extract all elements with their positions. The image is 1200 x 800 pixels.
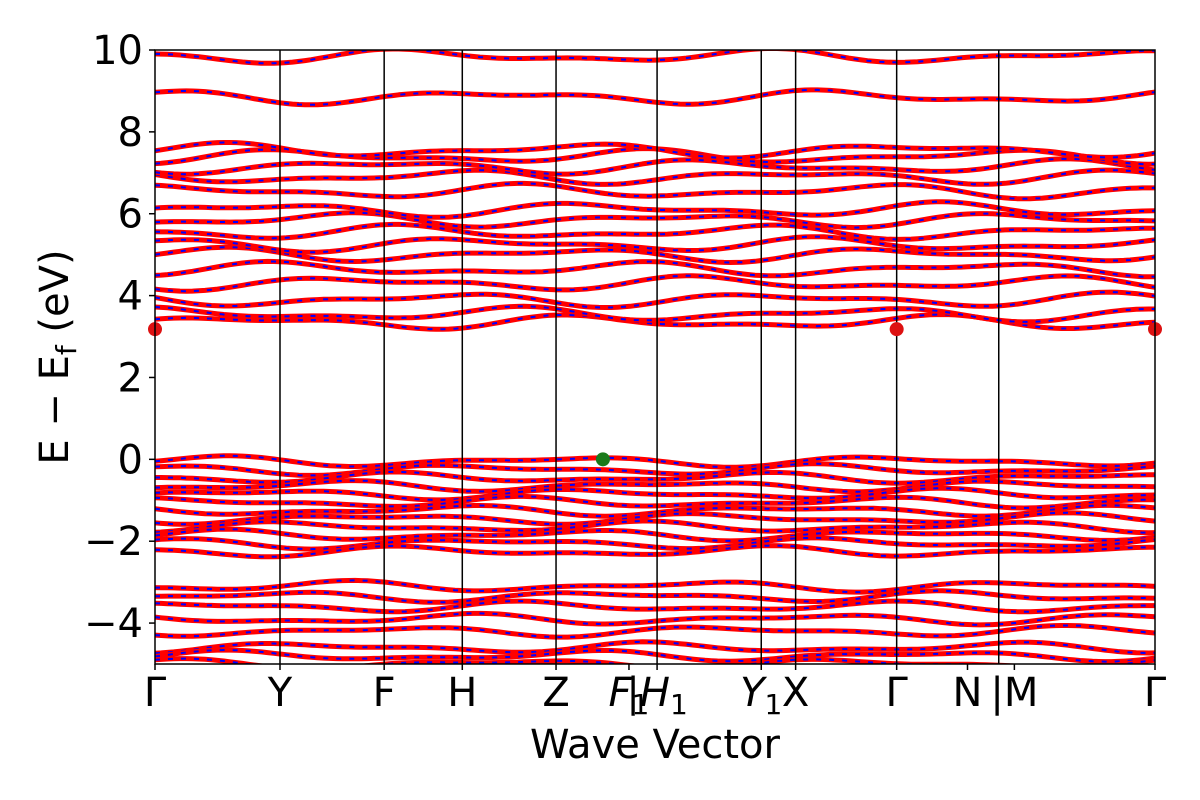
band-dash-c11 — [155, 169, 1155, 186]
band-dash-c8 — [155, 211, 1155, 229]
band-dash-v5 — [155, 495, 1155, 510]
y-axis-label: E − Ef (eV) — [32, 249, 83, 464]
y-tick-label-2: 0 — [118, 437, 143, 483]
band-dash-c1 — [155, 305, 1155, 323]
band-dash-v10 — [155, 536, 1155, 551]
band-dash-v8 — [155, 520, 1155, 534]
band-v18 — [155, 647, 1155, 664]
band-dash-v15 — [155, 612, 1155, 626]
x-axis-ticks: Γ Y F H Z F1|H1 Y1 X Γ N |M Γ — [144, 664, 1167, 721]
band-dash-c14 — [155, 141, 1155, 160]
band-c8 — [155, 210, 1155, 231]
y-tick-label-3: 2 — [118, 355, 143, 401]
band-c15 — [155, 87, 1155, 108]
band-c11 — [155, 167, 1155, 187]
y-tick-label-0: −4 — [84, 601, 143, 647]
band-dash-c2 — [155, 291, 1155, 309]
band-dash-v12 — [155, 579, 1155, 594]
x-tick-label-5: F1 — [609, 670, 650, 721]
band-dash-c10 — [155, 182, 1155, 200]
x-tick-label-2: F — [373, 670, 396, 716]
high-symmetry-lines — [279, 50, 1000, 664]
band-dash-c12 — [155, 157, 1155, 176]
x-tick-label-1: Y — [267, 670, 293, 716]
x-tick-label-7: Y1 — [740, 670, 782, 721]
band-dash-c3 — [155, 274, 1155, 293]
band-v14 — [155, 598, 1155, 615]
band-dash-v2 — [155, 470, 1155, 485]
y-tick-label-5: 6 — [118, 192, 143, 238]
y-axis-ticks: −4 −2 0 2 4 6 8 10 — [84, 28, 155, 647]
band-dash-v6 — [155, 504, 1155, 518]
y-tick-label-4: 4 — [118, 274, 143, 320]
x-tick-label-12: Γ — [1144, 670, 1167, 716]
band-c6 — [155, 234, 1155, 255]
band-v15 — [155, 610, 1155, 628]
x-tick-label-3: H — [447, 670, 477, 716]
band-dash-v1 — [155, 462, 1155, 477]
band-v9 — [155, 526, 1155, 544]
band-dash-v17 — [155, 640, 1155, 655]
band-dash-v0 — [155, 454, 1155, 469]
y-axis-label-main: E − E — [32, 355, 78, 465]
bands-layer — [155, 50, 1155, 664]
band-v8 — [155, 518, 1155, 536]
band-c5 — [155, 244, 1155, 265]
band-v0 — [155, 453, 1155, 470]
band-dash-c13 — [155, 147, 1155, 166]
band-c14 — [155, 140, 1155, 161]
band-dash-v9 — [155, 528, 1155, 542]
y-tick-label-1: −2 — [84, 519, 143, 565]
band-dash-v13 — [155, 589, 1155, 604]
x-tick-label-9: Γ — [886, 670, 909, 716]
x-tick-label-4: Z — [542, 670, 569, 716]
band-c3 — [155, 273, 1155, 294]
cbm-marker-1 — [889, 322, 904, 337]
x-tick-label-0: Γ — [144, 670, 167, 716]
band-dash-c4 — [155, 260, 1155, 278]
band-c7 — [155, 221, 1155, 242]
band-v10 — [155, 535, 1155, 552]
band-v4 — [155, 485, 1155, 503]
band-v5 — [155, 493, 1155, 511]
plot-frame — [154, 49, 1156, 665]
band-c12 — [155, 156, 1155, 177]
vbm-marker — [595, 452, 610, 467]
x-tick-label-10: N — [953, 670, 983, 716]
y-axis-label-sub: f — [50, 344, 83, 355]
x-axis-label: Wave Vector — [530, 722, 781, 768]
band-dash-v3 — [155, 479, 1155, 493]
band-dash-c9 — [155, 200, 1155, 219]
band-dash-v7 — [155, 511, 1155, 526]
band-edge-markers — [148, 322, 1162, 467]
y-tick-label-7: 10 — [92, 28, 143, 74]
band-dash-v4 — [155, 487, 1155, 501]
x-tick-label-11: |M — [990, 670, 1038, 716]
band-dash-v11 — [155, 544, 1155, 558]
band-dash-v18 — [155, 648, 1155, 663]
band-c4 — [155, 258, 1155, 280]
band-dash-v14 — [155, 600, 1155, 613]
band-c2 — [155, 289, 1155, 310]
band-dash-v16 — [155, 624, 1155, 639]
y-tick-label-6: 8 — [118, 110, 143, 156]
x-tick-label-6: |H1 — [626, 670, 687, 721]
band-v16 — [155, 623, 1155, 640]
band-c16 — [155, 50, 1155, 66]
y-axis-label-unit: (eV) — [32, 249, 78, 345]
band-v13 — [155, 588, 1155, 605]
x-tick-label-8: X — [782, 670, 809, 716]
